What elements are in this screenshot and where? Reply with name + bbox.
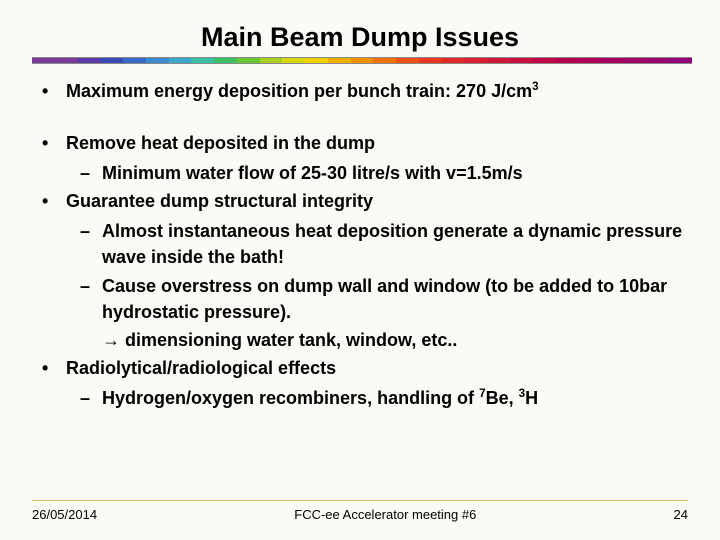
sub-bullet-item: – Hydrogen/oxygen recombiners, handling … (38, 385, 688, 411)
bullet-text: Almost instantaneous heat deposition gen… (102, 218, 688, 270)
bullet-marker: • (38, 188, 66, 214)
bullet-item: • Remove heat deposited in the dump (38, 130, 688, 156)
dash-marker: – (80, 160, 102, 186)
dash-marker: – (80, 218, 102, 270)
slide-title: Main Beam Dump Issues (32, 22, 688, 53)
footer-page-number: 24 (674, 507, 688, 522)
bullet-item: • Maximum energy deposition per bunch tr… (38, 78, 688, 104)
bullet-text: Maximum energy deposition per bunch trai… (66, 78, 688, 104)
bullet-text: → dimensioning water tank, window, etc.. (102, 330, 457, 350)
bullet-item: • Guarantee dump structural integrity (38, 188, 688, 214)
footer-date: 26/05/2014 (32, 507, 97, 522)
bullet-text: Hydrogen/oxygen recombiners, handling of… (102, 385, 688, 411)
bullet-item: • Radiolytical/radiological effects (38, 355, 688, 381)
slide-footer: 26/05/2014 FCC-ee Accelerator meeting #6… (0, 500, 720, 522)
bullet-text: Guarantee dump structural integrity (66, 188, 688, 214)
bullet-text: Remove heat deposited in the dump (66, 130, 688, 156)
sub-bullet-item: – Cause overstress on dump wall and wind… (38, 273, 688, 325)
bullet-text: Minimum water flow of 25-30 litre/s with… (102, 160, 688, 186)
rainbow-divider (32, 57, 692, 64)
slide-content: • Maximum energy deposition per bunch tr… (32, 78, 688, 411)
slide: Main Beam Dump Issues • Maximum energy d… (0, 0, 720, 540)
footer-divider (32, 500, 688, 501)
dash-marker: – (80, 273, 102, 325)
bullet-text: Radiolytical/radiological effects (66, 355, 688, 381)
sub-bullet-item: – Almost instantaneous heat deposition g… (38, 218, 688, 270)
bullet-text: Cause overstress on dump wall and window… (102, 273, 688, 325)
bullet-marker: • (38, 78, 66, 104)
bullet-marker: • (38, 355, 66, 381)
dash-marker: – (80, 385, 102, 411)
sub-bullet-item: – Minimum water flow of 25-30 litre/s wi… (38, 160, 688, 186)
sub-bullet-continuation: → dimensioning water tank, window, etc.. (38, 327, 688, 353)
bullet-marker: • (38, 130, 66, 156)
footer-meeting: FCC-ee Accelerator meeting #6 (294, 507, 476, 522)
